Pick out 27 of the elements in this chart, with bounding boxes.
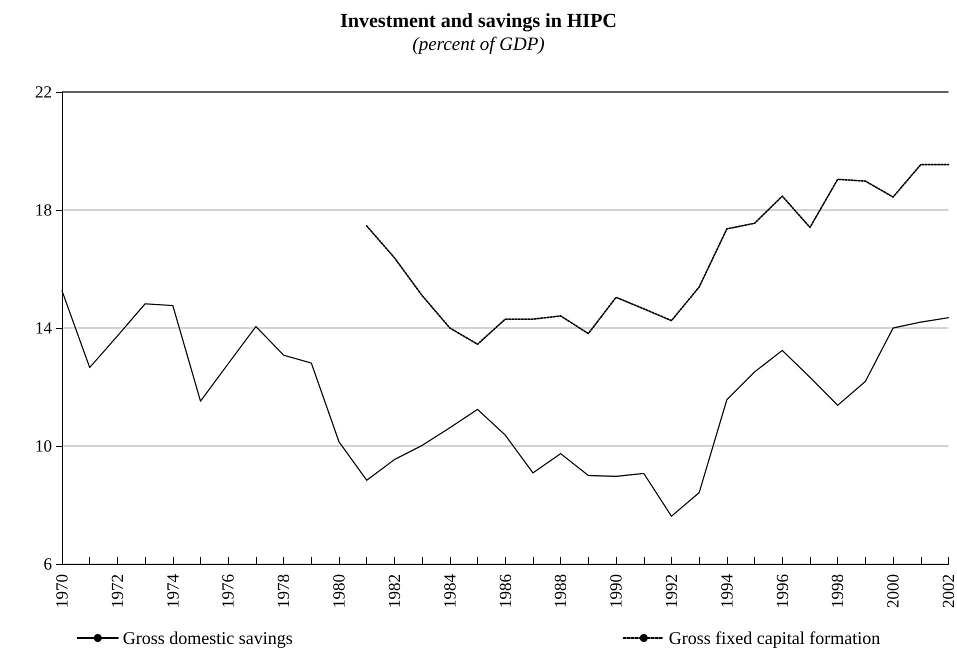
chart-subtitle: (percent of GDP): [412, 34, 545, 55]
x-tick-label: 1970: [52, 574, 72, 608]
y-tick-label: 14: [35, 318, 52, 338]
x-tick-label: 1998: [828, 574, 848, 608]
x-tick-label: 1994: [717, 574, 736, 608]
y-tick-label: 10: [35, 436, 52, 456]
y-tick-label: 22: [35, 82, 52, 102]
y-tick-label: 18: [35, 200, 52, 220]
x-tick-label: 1984: [440, 574, 460, 608]
chart-title: Investment and savings in HIPC: [340, 10, 617, 32]
x-tick-label: 1974: [163, 574, 182, 608]
x-tick-label: 1976: [218, 574, 238, 608]
x-tick-label: 1990: [606, 574, 626, 608]
x-tick-label: 1982: [384, 574, 404, 608]
x-tick-label: 2000: [884, 574, 903, 608]
legend-label: Gross domestic savings: [122, 628, 293, 648]
x-tick-label: 1978: [274, 574, 294, 608]
y-tick-label: 6: [44, 554, 52, 574]
x-tick-label: 1992: [662, 574, 681, 608]
line-series: [366, 164, 950, 346]
legend-label: Gross fixed capital formation: [668, 628, 880, 648]
x-tick-label: 2002: [939, 574, 957, 608]
x-tick-label: 1972: [108, 574, 127, 608]
x-tick-label: 1988: [551, 574, 570, 608]
x-tick-label: 1980: [330, 574, 349, 608]
x-tick-label: 1986: [496, 574, 515, 608]
x-tick-label: 1996: [772, 574, 792, 608]
